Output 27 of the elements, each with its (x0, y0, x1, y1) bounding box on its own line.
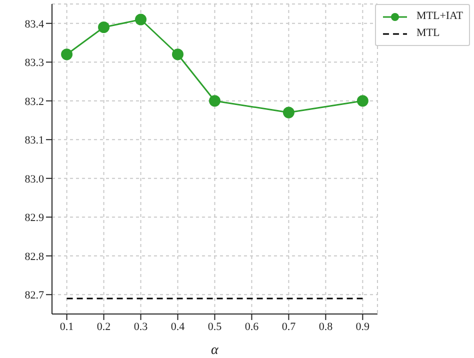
y-tick-label: 82.9 (24, 212, 44, 224)
y-tick-label: 83.4 (24, 18, 44, 30)
point (356, 95, 368, 107)
y-tick-label: 83.0 (24, 173, 44, 186)
x-tick-label: 0.7 (282, 320, 296, 333)
point (135, 14, 147, 26)
point (208, 95, 220, 107)
x-tick-label: 0.5 (208, 320, 222, 333)
x-tick-label: 0.2 (96, 320, 111, 333)
x-tick-label: 0.9 (356, 320, 370, 333)
point (172, 48, 184, 60)
x-tick-label: 0.3 (134, 320, 148, 333)
x-axis-title: α (211, 343, 220, 358)
y-tick-label: 82.8 (24, 250, 44, 263)
y-tick-label: 83.1 (24, 134, 44, 147)
x-tick-label: 0.4 (170, 320, 186, 333)
x-tick-label: 0.8 (318, 320, 334, 333)
y-tick-label: 83.3 (24, 57, 44, 70)
point (98, 22, 110, 33)
y-tick-label: 82.7 (24, 290, 44, 302)
legend-label: MTL (416, 26, 440, 41)
x-tick-label: 0.6 (244, 320, 260, 333)
legend-label: MTL+IAT (416, 9, 463, 24)
x-tick-label: 0.1 (60, 320, 74, 333)
point (61, 48, 73, 60)
y-tick-label: 83.2 (24, 96, 44, 108)
point (282, 106, 294, 118)
